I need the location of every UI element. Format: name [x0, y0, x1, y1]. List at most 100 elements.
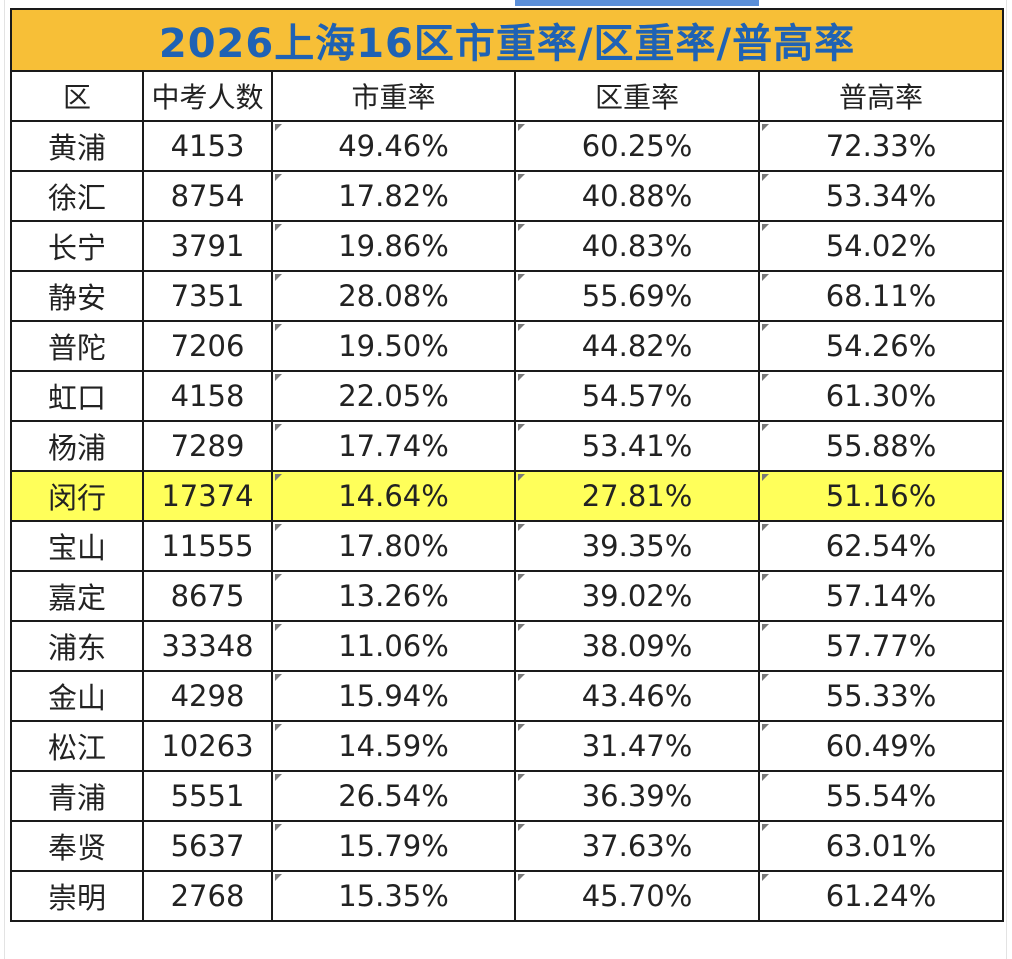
- table-row: 普陀 7206 19.50% 44.82% 54.26%: [10, 320, 1005, 372]
- cell-city-rate[interactable]: 14.59%: [271, 720, 516, 772]
- cell-district[interactable]: 崇明: [10, 870, 144, 922]
- cell-district[interactable]: 宝山: [10, 520, 144, 572]
- table-row: 徐汇 8754 17.82% 40.88% 53.34%: [10, 170, 1005, 222]
- cell-district[interactable]: 奉贤: [10, 820, 144, 872]
- cell-district-rate[interactable]: 53.41%: [514, 420, 760, 472]
- gridline: [1006, 0, 1007, 959]
- cell-high-school-rate[interactable]: 55.33%: [757, 670, 1005, 722]
- header-city-rate[interactable]: 市重率: [271, 70, 516, 122]
- table-row: 奉贤 5637 15.79% 37.63% 63.01%: [10, 820, 1005, 872]
- cell-district-rate[interactable]: 39.02%: [514, 570, 760, 622]
- cell-city-rate[interactable]: 17.74%: [271, 420, 516, 472]
- cell-students[interactable]: 2768: [142, 870, 273, 922]
- cell-high-school-rate[interactable]: 54.26%: [757, 320, 1005, 372]
- cell-students[interactable]: 10263: [142, 720, 273, 772]
- cell-district-rate[interactable]: 45.70%: [514, 870, 760, 922]
- cell-high-school-rate[interactable]: 60.49%: [757, 720, 1005, 772]
- table-row: 崇明 2768 15.35% 45.70% 61.24%: [10, 870, 1005, 922]
- header-students[interactable]: 中考人数: [142, 70, 273, 122]
- cell-city-rate[interactable]: 15.79%: [271, 820, 516, 872]
- table-row: 黄浦 4153 49.46% 60.25% 72.33%: [10, 120, 1005, 172]
- cell-district[interactable]: 金山: [10, 670, 144, 722]
- cell-students[interactable]: 33348: [142, 620, 273, 672]
- cell-students[interactable]: 3791: [142, 220, 273, 272]
- table-row: 闵行 17374 14.64% 27.81% 51.16%: [10, 470, 1005, 522]
- cell-city-rate[interactable]: 17.82%: [271, 170, 516, 222]
- cell-students[interactable]: 8754: [142, 170, 273, 222]
- cell-district-rate[interactable]: 38.09%: [514, 620, 760, 672]
- cell-high-school-rate[interactable]: 61.24%: [757, 870, 1005, 922]
- cell-city-rate[interactable]: 26.54%: [271, 770, 516, 822]
- cell-district[interactable]: 浦东: [10, 620, 144, 672]
- cell-district[interactable]: 虹口: [10, 370, 144, 422]
- cell-students[interactable]: 4158: [142, 370, 273, 422]
- cell-district-rate[interactable]: 39.35%: [514, 520, 760, 572]
- cell-city-rate[interactable]: 14.64%: [271, 470, 516, 522]
- cell-district[interactable]: 青浦: [10, 770, 144, 822]
- cell-city-rate[interactable]: 15.35%: [271, 870, 516, 922]
- cell-high-school-rate[interactable]: 63.01%: [757, 820, 1005, 872]
- table-row: 浦东 33348 11.06% 38.09% 57.77%: [10, 620, 1005, 672]
- cell-district-rate[interactable]: 60.25%: [514, 120, 760, 172]
- header-district-rate[interactable]: 区重率: [514, 70, 760, 122]
- cell-district-rate[interactable]: 55.69%: [514, 270, 760, 322]
- cell-district[interactable]: 长宁: [10, 220, 144, 272]
- cell-students[interactable]: 5551: [142, 770, 273, 822]
- cell-students[interactable]: 7206: [142, 320, 273, 372]
- cell-city-rate[interactable]: 19.86%: [271, 220, 516, 272]
- cell-high-school-rate[interactable]: 55.88%: [757, 420, 1005, 472]
- cell-district-rate[interactable]: 40.88%: [514, 170, 760, 222]
- cell-high-school-rate[interactable]: 72.33%: [757, 120, 1005, 172]
- header-district[interactable]: 区: [10, 70, 144, 122]
- cell-district-rate[interactable]: 37.63%: [514, 820, 760, 872]
- header-high-school-rate[interactable]: 普高率: [757, 70, 1005, 122]
- cell-city-rate[interactable]: 19.50%: [271, 320, 516, 372]
- table-row: 金山 4298 15.94% 43.46% 55.33%: [10, 670, 1005, 722]
- table-row: 宝山 11555 17.80% 39.35% 62.54%: [10, 520, 1005, 572]
- cell-district[interactable]: 普陀: [10, 320, 144, 372]
- cell-high-school-rate[interactable]: 55.54%: [757, 770, 1005, 822]
- cell-district[interactable]: 杨浦: [10, 420, 144, 472]
- cell-high-school-rate[interactable]: 57.77%: [757, 620, 1005, 672]
- cell-district[interactable]: 闵行: [10, 470, 144, 522]
- cell-district-rate[interactable]: 36.39%: [514, 770, 760, 822]
- cell-district[interactable]: 嘉定: [10, 570, 144, 622]
- cell-district-rate[interactable]: 27.81%: [514, 470, 760, 522]
- cell-city-rate[interactable]: 22.05%: [271, 370, 516, 422]
- cell-students[interactable]: 11555: [142, 520, 273, 572]
- cell-city-rate[interactable]: 15.94%: [271, 670, 516, 722]
- cell-students[interactable]: 4153: [142, 120, 273, 172]
- cell-students[interactable]: 5637: [142, 820, 273, 872]
- cell-high-school-rate[interactable]: 53.34%: [757, 170, 1005, 222]
- cell-district[interactable]: 静安: [10, 270, 144, 322]
- cell-high-school-rate[interactable]: 51.16%: [757, 470, 1005, 522]
- cell-students[interactable]: 17374: [142, 470, 273, 522]
- cell-district-rate[interactable]: 31.47%: [514, 720, 760, 772]
- cell-high-school-rate[interactable]: 54.02%: [757, 220, 1005, 272]
- cell-students[interactable]: 7289: [142, 420, 273, 472]
- table-row: 嘉定 8675 13.26% 39.02% 57.14%: [10, 570, 1005, 622]
- cell-students[interactable]: 8675: [142, 570, 273, 622]
- cell-city-rate[interactable]: 28.08%: [271, 270, 516, 322]
- cell-high-school-rate[interactable]: 68.11%: [757, 270, 1005, 322]
- cell-students[interactable]: 7351: [142, 270, 273, 322]
- table-title[interactable]: 2026上海16区市重率/区重率/普高率: [9, 8, 1005, 72]
- cell-city-rate[interactable]: 17.80%: [271, 520, 516, 572]
- cell-students[interactable]: 4298: [142, 670, 273, 722]
- cell-district-rate[interactable]: 40.83%: [514, 220, 760, 272]
- cell-city-rate[interactable]: 11.06%: [271, 620, 516, 672]
- cell-district[interactable]: 徐汇: [10, 170, 144, 222]
- table-row: 青浦 5551 26.54% 36.39% 55.54%: [10, 770, 1005, 822]
- cell-district-rate[interactable]: 54.57%: [514, 370, 760, 422]
- header-row: 区 中考人数 市重率 区重率 普高率: [10, 70, 1005, 122]
- cell-city-rate[interactable]: 13.26%: [271, 570, 516, 622]
- cell-city-rate[interactable]: 49.46%: [271, 120, 516, 172]
- cell-district[interactable]: 松江: [10, 720, 144, 772]
- cell-high-school-rate[interactable]: 62.54%: [757, 520, 1005, 572]
- cell-district-rate[interactable]: 43.46%: [514, 670, 760, 722]
- cell-high-school-rate[interactable]: 57.14%: [757, 570, 1005, 622]
- cell-district-rate[interactable]: 44.82%: [514, 320, 760, 372]
- cell-district[interactable]: 黄浦: [10, 120, 144, 172]
- cell-high-school-rate[interactable]: 61.30%: [757, 370, 1005, 422]
